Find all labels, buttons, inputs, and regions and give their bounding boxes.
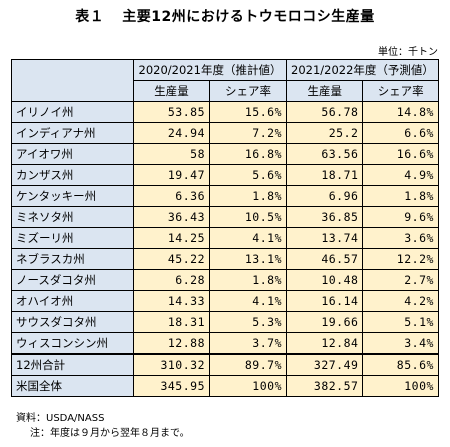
share-2020-cell: 89.7% [209, 353, 287, 376]
production-2020-cell: 14.25 [133, 227, 210, 249]
table-number: 表１ [75, 9, 105, 25]
header-share-2021: シェア率 [362, 80, 439, 102]
share-2020-cell: 3.7% [209, 332, 287, 355]
table-row: ミネソタ州 36.43 10.5% 36.85 9.6% [11, 206, 439, 228]
header-period-2021: 2021/2022年度（予測値） [286, 59, 439, 81]
state-name-cell: 12州合計 [11, 353, 134, 376]
production-2021-cell: 36.85 [285, 206, 364, 228]
state-name-cell: ウィスコンシン州 [11, 332, 134, 355]
share-2020-cell: 100% [209, 375, 287, 397]
share-2020-cell: 13.1% [209, 248, 287, 270]
share-2020-cell: 1.8% [209, 269, 287, 291]
share-2021-cell: 4.9% [362, 164, 439, 186]
source-note: 資料：USDA/NASS [16, 413, 105, 424]
production-2021-cell: 382.57 [285, 375, 364, 397]
table-row: ネブラスカ州 45.22 13.1% 46.57 12.2% [11, 248, 439, 270]
share-2021-cell: 100% [362, 375, 439, 397]
state-name-cell: ケンタッキー州 [11, 185, 134, 207]
state-name-cell: インディアナ州 [11, 122, 134, 144]
header-production-2021: 生産量 [285, 80, 364, 102]
production-2020-cell: 24.94 [133, 122, 210, 144]
production-2020-cell: 6.28 [133, 269, 210, 291]
production-2020-cell: 310.32 [133, 353, 210, 376]
state-name-cell: カンザス州 [11, 164, 134, 186]
table-title: 表１ 主要12州におけるトウモロコシ生産量 [0, 6, 450, 26]
share-2020-cell: 1.8% [209, 185, 287, 207]
production-2020-cell: 19.47 [133, 164, 210, 186]
header-corner [11, 59, 134, 102]
state-rows: イリノイ州 53.85 15.6% 56.78 14.8% インディアナ州 24.94 7.2… [11, 101, 439, 397]
production-2020-cell: 345.95 [133, 375, 210, 397]
share-2021-cell: 3.6% [362, 227, 439, 249]
production-2021-cell: 327.49 [285, 353, 364, 376]
state-name-cell: 米国全体 [11, 375, 134, 397]
unit-label: 単位：千トン [378, 47, 438, 58]
share-2020-cell: 15.6% [209, 101, 287, 123]
production-2021-cell: 19.66 [285, 311, 364, 333]
table-row: 12州合計 310.32 89.7% 327.49 85.6% [11, 353, 439, 376]
share-2021-cell: 12.2% [362, 248, 439, 270]
production-2021-cell: 6.96 [285, 185, 364, 207]
production-2020-cell: 18.31 [133, 311, 210, 333]
state-name-cell: イリノイ州 [11, 101, 134, 123]
share-2020-cell: 7.2% [209, 122, 287, 144]
share-2020-cell: 4.1% [209, 227, 287, 249]
share-2021-cell: 6.6% [362, 122, 439, 144]
state-name-cell: ノースダコタ州 [11, 269, 134, 291]
production-2020-cell: 53.85 [133, 101, 210, 123]
share-2020-cell: 5.3% [209, 311, 287, 333]
share-2020-cell: 10.5% [209, 206, 287, 228]
table-row: ノースダコタ州 6.28 1.8% 10.48 2.7% [11, 269, 439, 291]
production-2021-cell: 18.71 [285, 164, 364, 186]
state-name-cell: ミズーリ州 [11, 227, 134, 249]
share-2021-cell: 5.1% [362, 311, 439, 333]
table-row: ウィスコンシン州 12.88 3.7% 12.84 3.4% [11, 332, 439, 355]
share-2021-cell: 9.6% [362, 206, 439, 228]
production-2020-cell: 6.36 [133, 185, 210, 207]
table-row: オハイオ州 14.33 4.1% 16.14 4.2% [11, 290, 439, 312]
state-name-cell: オハイオ州 [11, 290, 134, 312]
table-row: 米国全体 345.95 100% 382.57 100% [11, 375, 439, 397]
production-2021-cell: 25.2 [285, 122, 364, 144]
production-2021-cell: 10.48 [285, 269, 364, 291]
state-name-cell: ネブラスカ州 [11, 248, 134, 270]
share-2021-cell: 2.7% [362, 269, 439, 291]
production-2021-cell: 63.56 [285, 143, 364, 165]
share-2021-cell: 14.8% [362, 101, 439, 123]
table-row: サウスダコタ州 18.31 5.3% 19.66 5.1% [11, 311, 439, 333]
table-row: ミズーリ州 14.25 4.1% 13.74 3.6% [11, 227, 439, 249]
table-row: ケンタッキー州 6.36 1.8% 6.96 1.8% [11, 185, 439, 207]
production-2021-cell: 12.84 [285, 332, 364, 355]
share-2021-cell: 3.4% [362, 332, 439, 355]
production-2020-cell: 45.22 [133, 248, 210, 270]
state-name-cell: ミネソタ州 [11, 206, 134, 228]
production-table: 2020/2021年度（推計値） 2021/2022年度（予測値） 生産量 シェ… [11, 59, 439, 397]
production-2020-cell: 58 [133, 143, 210, 165]
production-2020-cell: 36.43 [133, 206, 210, 228]
production-2020-cell: 14.33 [133, 290, 210, 312]
share-2021-cell: 16.6% [362, 143, 439, 165]
table-title-text: 主要12州におけるトウモロコシ生産量 [122, 9, 375, 25]
state-name-cell: サウスダコタ州 [11, 311, 134, 333]
fiscal-year-note: 注：年度は９月から翌年８月まで。 [30, 428, 190, 439]
header-production-2020: 生産量 [133, 80, 210, 102]
share-2020-cell: 4.1% [209, 290, 287, 312]
production-2020-cell: 12.88 [133, 332, 210, 355]
state-name-cell: アイオワ州 [11, 143, 134, 165]
production-2021-cell: 13.74 [285, 227, 364, 249]
share-2020-cell: 5.6% [209, 164, 287, 186]
production-2021-cell: 46.57 [285, 248, 364, 270]
share-2021-cell: 85.6% [362, 353, 439, 376]
table-row: アイオワ州 58 16.8% 63.56 16.6% [11, 143, 439, 165]
production-2021-cell: 56.78 [285, 101, 364, 123]
header-share-2020: シェア率 [209, 80, 287, 102]
share-2020-cell: 16.8% [209, 143, 287, 165]
table-row: カンザス州 19.47 5.6% 18.71 4.9% [11, 164, 439, 186]
table-row: インディアナ州 24.94 7.2% 25.2 6.6% [11, 122, 439, 144]
table-row: イリノイ州 53.85 15.6% 56.78 14.8% [11, 101, 439, 123]
production-2021-cell: 16.14 [285, 290, 364, 312]
share-2021-cell: 4.2% [362, 290, 439, 312]
share-2021-cell: 1.8% [362, 185, 439, 207]
header-period-2020: 2020/2021年度（推計値） [133, 59, 287, 81]
